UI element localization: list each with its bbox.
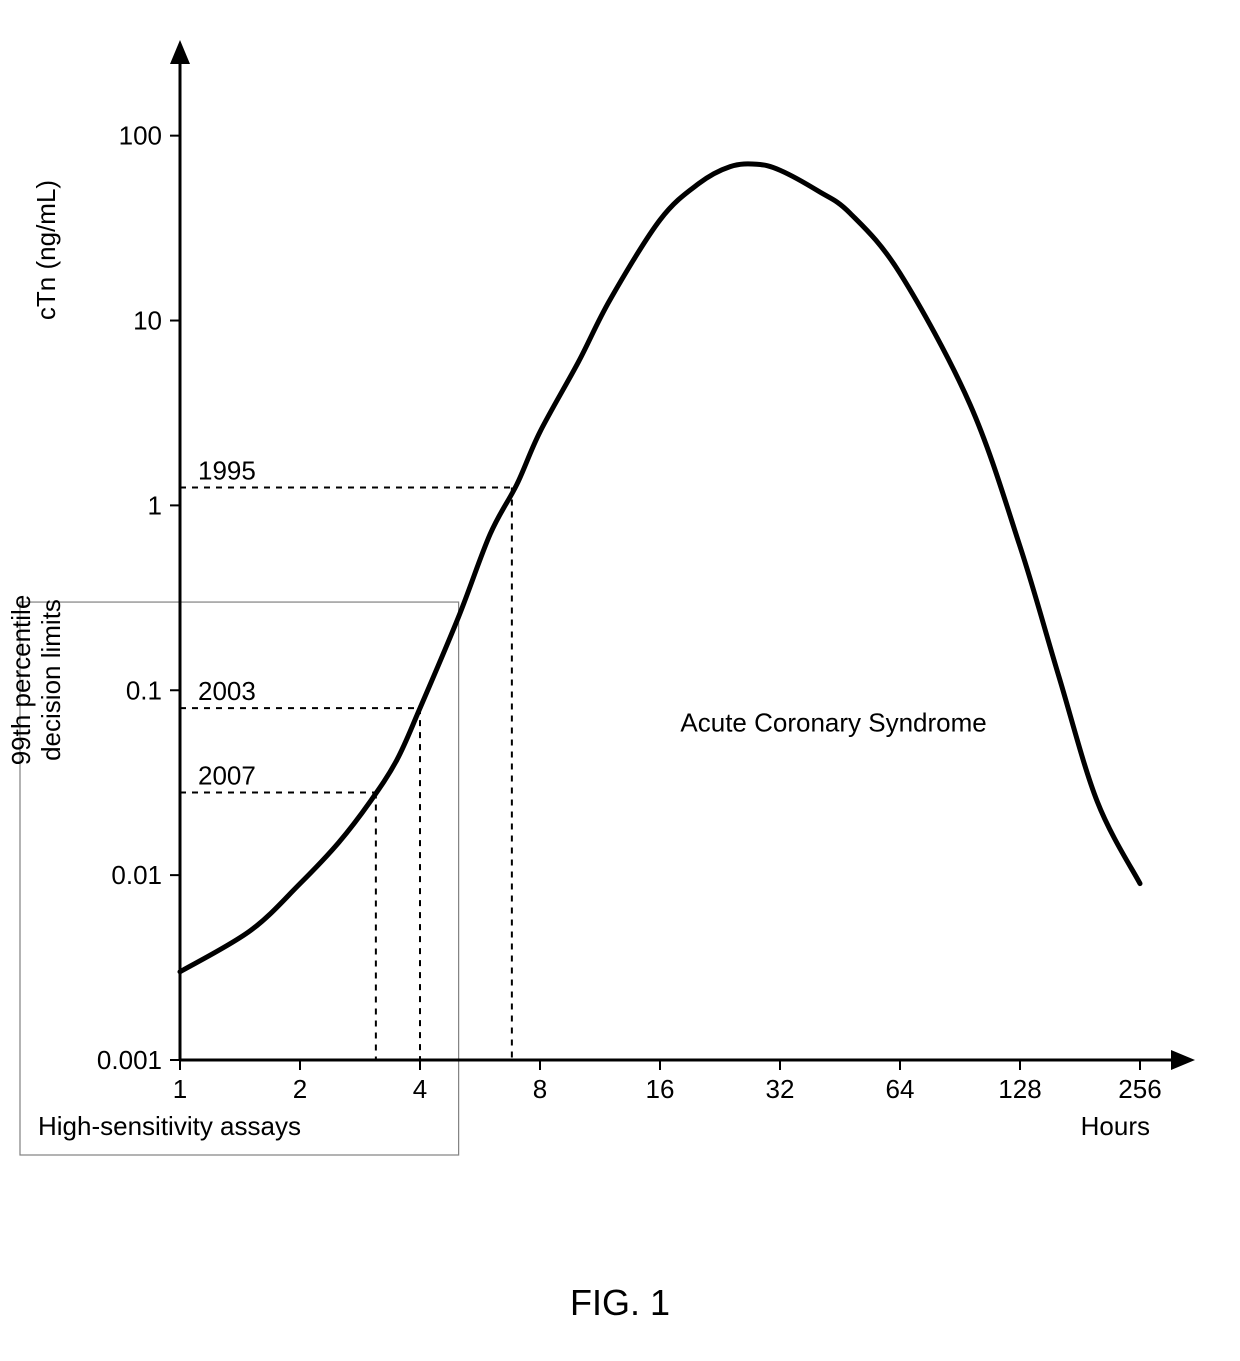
y-tick-label: 0.001 [97, 1045, 162, 1075]
x-tick-label: 32 [766, 1074, 795, 1104]
x-axis-arrow-icon [1171, 1050, 1195, 1070]
acs-region-label: Acute Coronary Syndrome [680, 707, 986, 737]
x-axis-title: Hours [1081, 1111, 1150, 1141]
x-tick-label: 2 [293, 1074, 307, 1104]
y-tick-label: 1 [148, 490, 162, 520]
chart-svg: High-sensitivity assays 1 2 4 8 16 32 64 128 256 H… [0, 0, 1240, 1361]
acs-curve [180, 164, 1140, 972]
y-tick-label: 0.01 [111, 860, 162, 890]
x-tick-label: 256 [1118, 1074, 1161, 1104]
x-tick-label: 4 [413, 1074, 427, 1104]
y-tick-label: 0.1 [126, 675, 162, 705]
y-tick-label: 100 [119, 121, 162, 151]
y-axis-arrow-icon [170, 40, 190, 64]
percentile-side-label: 99th percentiledecision limits [6, 595, 66, 766]
x-tick-label: 64 [886, 1074, 915, 1104]
ref-year-label: 1995 [198, 455, 256, 485]
x-tick-label: 1 [173, 1074, 187, 1104]
figure-caption: FIG. 1 [570, 1282, 670, 1323]
x-tick-label: 8 [533, 1074, 547, 1104]
figure-container: High-sensitivity assays 1 2 4 8 16 32 64 128 256 H… [0, 0, 1240, 1361]
ref-year-label: 2007 [198, 760, 256, 790]
y-axis-title: cTn (ng/mL) [31, 180, 61, 320]
hs-assay-label: High-sensitivity assays [38, 1111, 301, 1141]
y-tick-label: 10 [133, 306, 162, 336]
ref-year-label: 2003 [198, 676, 256, 706]
x-tick-label: 128 [998, 1074, 1041, 1104]
x-tick-label: 16 [646, 1074, 675, 1104]
